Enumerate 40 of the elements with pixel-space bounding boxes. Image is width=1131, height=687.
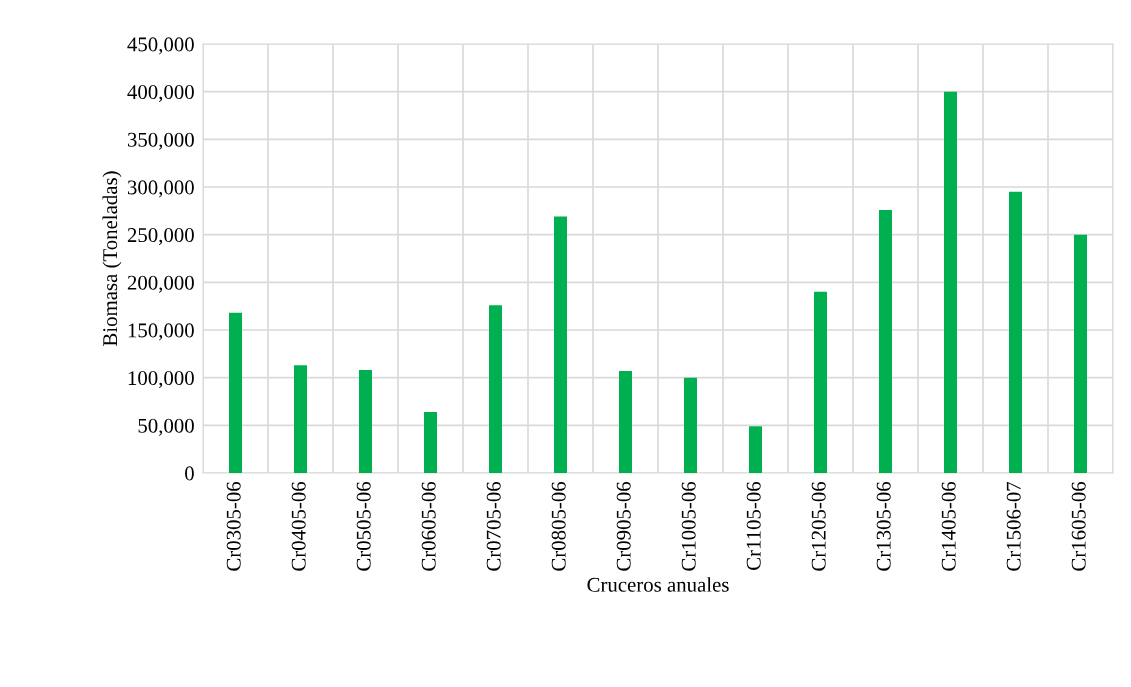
y-tick-label: 450,000 (127, 37, 194, 55)
x-tick-label: Cr0505-06 (356, 481, 371, 571)
x-tick-label: Cr0805-06 (551, 481, 566, 571)
x-tick-label: Cr0905-06 (616, 481, 631, 571)
x-tick-label: Cr1405-06 (941, 481, 956, 571)
bar (619, 370, 632, 473)
x-tick-label: Cr1005-06 (681, 481, 696, 571)
y-tick-label: 300,000 (127, 180, 194, 198)
x-tick-label: Cr1605-06 (1071, 481, 1086, 571)
y-tick-label: 350,000 (127, 132, 194, 150)
bar (879, 209, 892, 473)
bar (814, 291, 827, 473)
bar (944, 91, 957, 473)
bar (1009, 191, 1022, 473)
y-tick-label: 250,000 (127, 228, 194, 246)
x-tick-label: Cr0305-06 (226, 481, 241, 571)
y-tick-label: 100,000 (128, 371, 194, 389)
y-tick-label: 200,000 (127, 275, 194, 293)
y-tick-label: 400,000 (127, 85, 194, 103)
bar (554, 216, 567, 473)
bar (359, 370, 372, 473)
bar (424, 411, 437, 473)
bar (749, 426, 762, 473)
y-tick-label: 0 (185, 466, 194, 481)
x-tick-label: Cr0705-06 (486, 481, 501, 571)
x-tick-label: Cr1305-06 (876, 481, 891, 571)
x-axis-title: Cruceros anuales (587, 577, 729, 592)
x-tick-label: Cr1205-06 (811, 481, 826, 571)
x-tick-label: Cr1506-07 (1006, 481, 1021, 571)
bar (1074, 234, 1087, 473)
y-tick-label: 50,000 (138, 418, 194, 436)
x-tick-label: Cr0405-06 (291, 481, 306, 571)
y-tick-label: 150,000 (128, 323, 194, 341)
bar (684, 377, 697, 473)
bar (489, 305, 502, 473)
x-tick-label: Cr1105-06 (746, 481, 761, 570)
bar (294, 365, 307, 473)
y-axis-title: Biomasa (Toneladas) (102, 171, 122, 346)
x-tick-label: Cr0605-06 (421, 481, 436, 571)
bar (229, 312, 242, 473)
